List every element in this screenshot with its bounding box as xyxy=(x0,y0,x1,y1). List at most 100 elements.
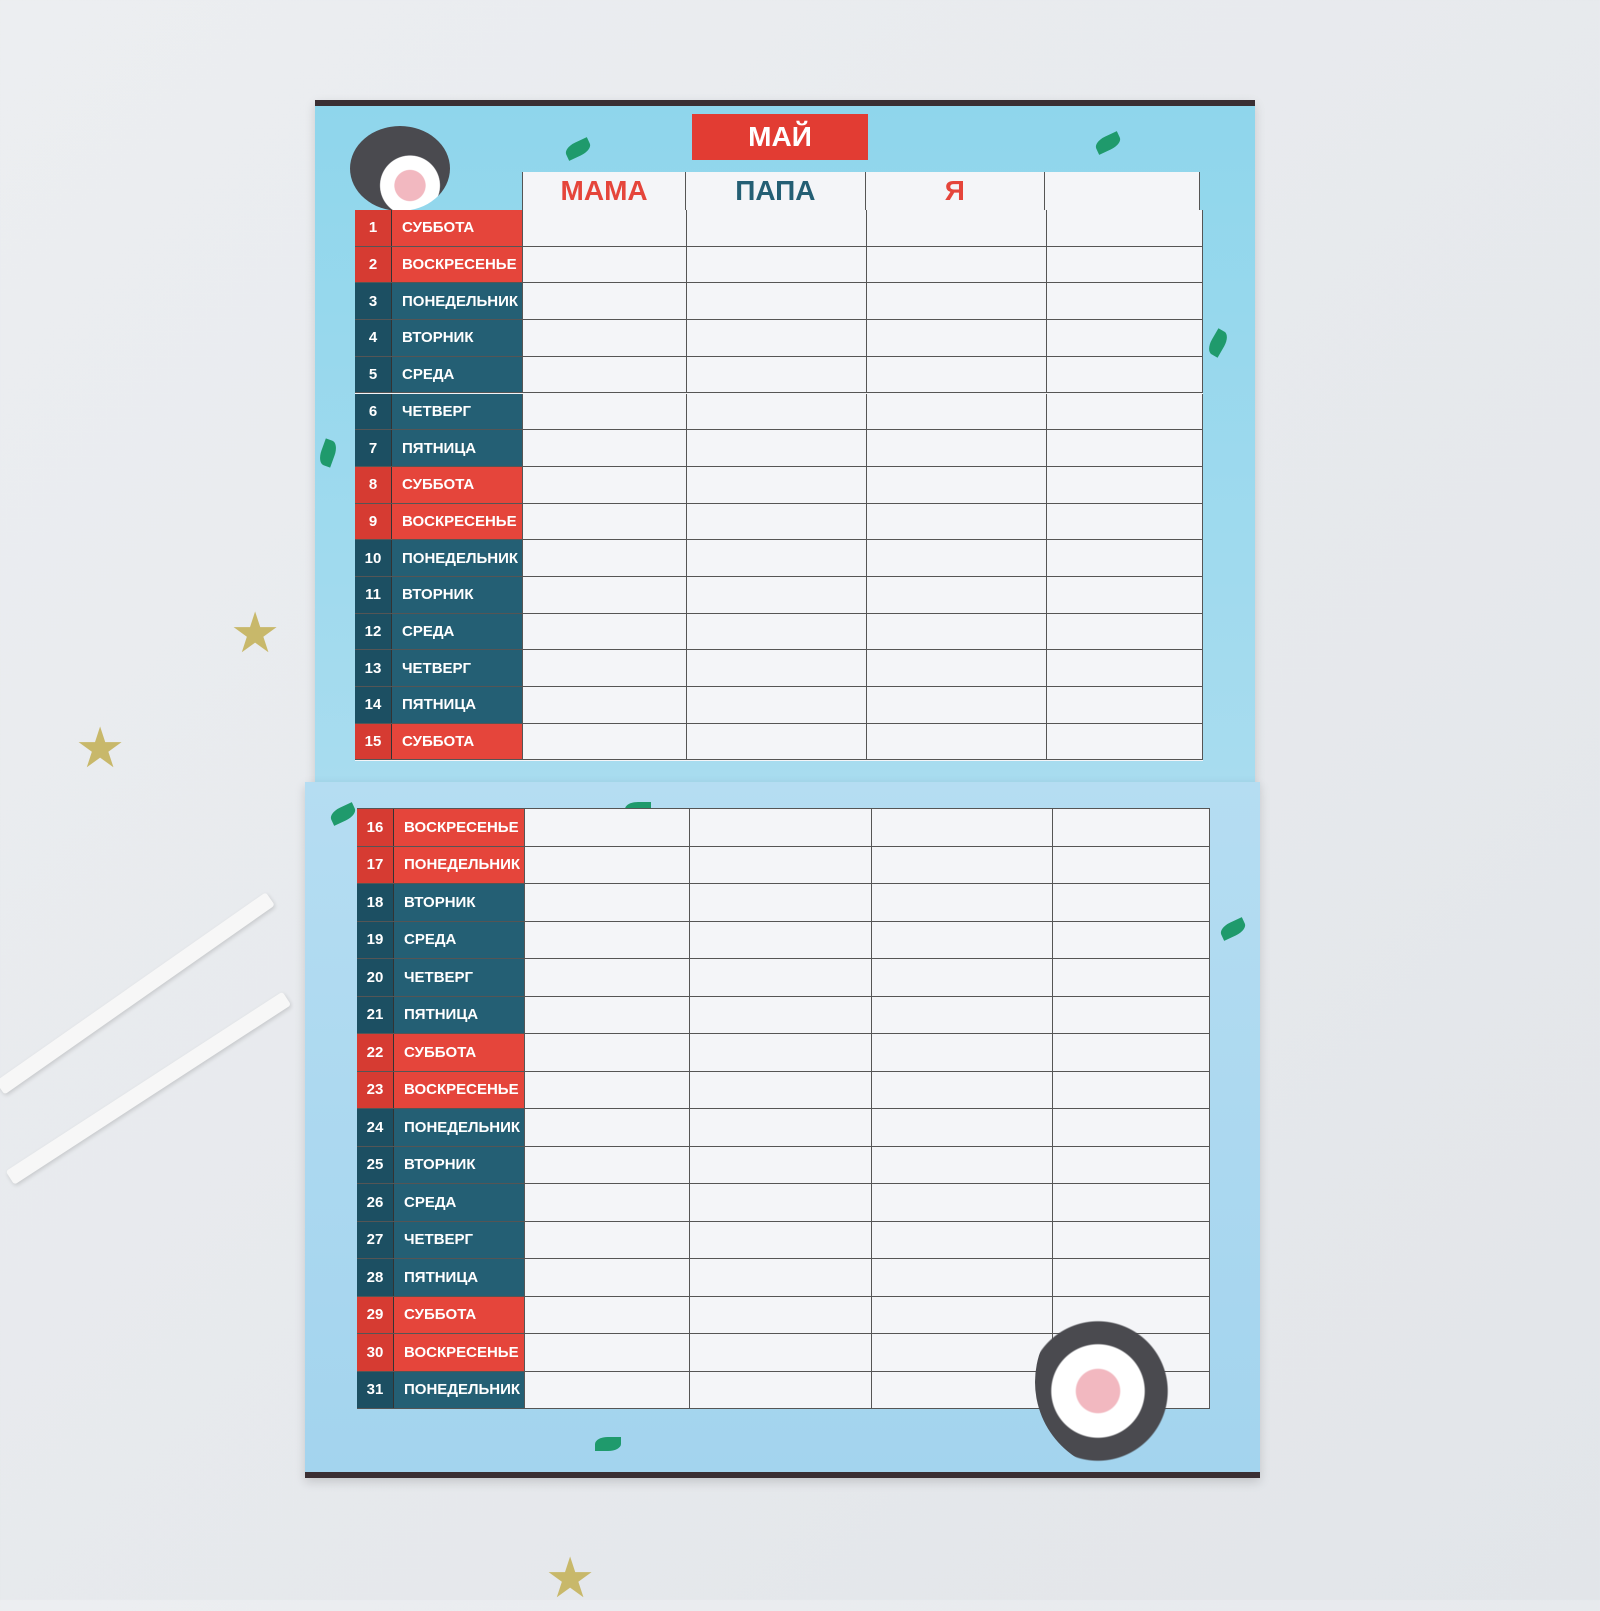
entry-cell-extra[interactable] xyxy=(1046,687,1204,723)
entry-cell-mama[interactable] xyxy=(524,996,690,1033)
entry-cell-papa[interactable] xyxy=(689,1184,871,1221)
entry-cell-papa[interactable] xyxy=(685,577,867,613)
entry-cell-extra[interactable] xyxy=(1052,884,1210,921)
entry-cell-ya[interactable] xyxy=(870,959,1053,996)
entry-cell-extra[interactable] xyxy=(1046,356,1204,393)
entry-cell-papa[interactable] xyxy=(689,1109,871,1146)
entry-cell-ya[interactable] xyxy=(866,210,1047,246)
entry-cell-papa[interactable] xyxy=(689,996,871,1033)
entry-cell-papa[interactable] xyxy=(689,846,871,883)
entry-cell-extra[interactable] xyxy=(1046,503,1204,540)
entry-cell-mama[interactable] xyxy=(522,246,686,283)
entry-cell-mama[interactable] xyxy=(522,540,686,576)
entry-cell-mama[interactable] xyxy=(522,210,686,246)
entry-cell-extra[interactable] xyxy=(1052,1146,1210,1183)
entry-cell-extra[interactable] xyxy=(1046,210,1204,246)
entry-cell-extra[interactable] xyxy=(1046,320,1204,356)
entry-cell-extra[interactable] xyxy=(1052,921,1210,958)
entry-cell-mama[interactable] xyxy=(524,884,690,921)
entry-cell-papa[interactable] xyxy=(689,1334,871,1371)
entry-cell-mama[interactable] xyxy=(522,613,686,650)
entry-cell-extra[interactable] xyxy=(1052,809,1210,846)
entry-cell-ya[interactable] xyxy=(866,650,1047,687)
entry-cell-mama[interactable] xyxy=(524,1371,690,1408)
entry-cell-ya[interactable] xyxy=(866,577,1047,613)
entry-cell-papa[interactable] xyxy=(689,884,871,921)
entry-cell-mama[interactable] xyxy=(524,1109,690,1146)
entry-cell-ya[interactable] xyxy=(870,846,1053,883)
entry-cell-extra[interactable] xyxy=(1052,1184,1210,1221)
entry-cell-papa[interactable] xyxy=(685,430,867,466)
entry-cell-ya[interactable] xyxy=(870,1334,1053,1371)
entry-cell-papa[interactable] xyxy=(689,1071,871,1108)
entry-cell-ya[interactable] xyxy=(866,430,1047,466)
entry-cell-ya[interactable] xyxy=(870,809,1053,846)
entry-cell-extra[interactable] xyxy=(1052,996,1210,1033)
entry-cell-papa[interactable] xyxy=(685,650,867,687)
entry-cell-extra[interactable] xyxy=(1046,577,1204,613)
entry-cell-papa[interactable] xyxy=(685,246,867,283)
entry-cell-ya[interactable] xyxy=(866,393,1047,430)
entry-cell-papa[interactable] xyxy=(685,393,867,430)
entry-cell-ya[interactable] xyxy=(870,1221,1053,1258)
entry-cell-mama[interactable] xyxy=(522,283,686,320)
entry-cell-papa[interactable] xyxy=(689,1034,871,1071)
entry-cell-papa[interactable] xyxy=(685,687,867,723)
entry-cell-mama[interactable] xyxy=(524,959,690,996)
entry-cell-extra[interactable] xyxy=(1052,1109,1210,1146)
entry-cell-extra[interactable] xyxy=(1046,393,1204,430)
entry-cell-papa[interactable] xyxy=(689,959,871,996)
entry-cell-papa[interactable] xyxy=(685,356,867,393)
entry-cell-mama[interactable] xyxy=(522,723,686,760)
entry-cell-mama[interactable] xyxy=(524,846,690,883)
entry-cell-ya[interactable] xyxy=(870,884,1053,921)
entry-cell-extra[interactable] xyxy=(1052,1221,1210,1258)
entry-cell-mama[interactable] xyxy=(524,1259,690,1296)
entry-cell-papa[interactable] xyxy=(689,1221,871,1258)
entry-cell-mama[interactable] xyxy=(524,1296,690,1333)
entry-cell-mama[interactable] xyxy=(522,503,686,540)
entry-cell-ya[interactable] xyxy=(866,540,1047,576)
entry-cell-ya[interactable] xyxy=(866,503,1047,540)
entry-cell-mama[interactable] xyxy=(522,356,686,393)
entry-cell-extra[interactable] xyxy=(1046,246,1204,283)
entry-cell-ya[interactable] xyxy=(870,1184,1053,1221)
entry-cell-extra[interactable] xyxy=(1046,466,1204,503)
entry-cell-ya[interactable] xyxy=(870,1146,1053,1183)
entry-cell-extra[interactable] xyxy=(1046,650,1204,687)
entry-cell-papa[interactable] xyxy=(685,723,867,760)
entry-cell-extra[interactable] xyxy=(1046,540,1204,576)
entry-cell-ya[interactable] xyxy=(866,687,1047,723)
entry-cell-papa[interactable] xyxy=(689,921,871,958)
entry-cell-papa[interactable] xyxy=(689,809,871,846)
entry-cell-mama[interactable] xyxy=(522,650,686,687)
entry-cell-papa[interactable] xyxy=(689,1146,871,1183)
entry-cell-ya[interactable] xyxy=(866,246,1047,283)
entry-cell-papa[interactable] xyxy=(689,1371,871,1408)
entry-cell-papa[interactable] xyxy=(685,283,867,320)
entry-cell-mama[interactable] xyxy=(524,1146,690,1183)
entry-cell-mama[interactable] xyxy=(524,809,690,846)
entry-cell-ya[interactable] xyxy=(870,921,1053,958)
entry-cell-ya[interactable] xyxy=(870,1109,1053,1146)
entry-cell-ya[interactable] xyxy=(870,996,1053,1033)
entry-cell-ya[interactable] xyxy=(870,1371,1053,1408)
entry-cell-mama[interactable] xyxy=(524,921,690,958)
entry-cell-mama[interactable] xyxy=(524,1221,690,1258)
entry-cell-papa[interactable] xyxy=(689,1296,871,1333)
entry-cell-extra[interactable] xyxy=(1052,846,1210,883)
entry-cell-papa[interactable] xyxy=(685,540,867,576)
entry-cell-papa[interactable] xyxy=(685,613,867,650)
entry-cell-extra[interactable] xyxy=(1052,1034,1210,1071)
entry-cell-ya[interactable] xyxy=(870,1259,1053,1296)
entry-cell-mama[interactable] xyxy=(522,577,686,613)
entry-cell-mama[interactable] xyxy=(522,320,686,356)
entry-cell-ya[interactable] xyxy=(870,1296,1053,1333)
entry-cell-mama[interactable] xyxy=(522,466,686,503)
entry-cell-papa[interactable] xyxy=(685,210,867,246)
entry-cell-papa[interactable] xyxy=(689,1259,871,1296)
entry-cell-ya[interactable] xyxy=(866,466,1047,503)
entry-cell-mama[interactable] xyxy=(524,1071,690,1108)
entry-cell-papa[interactable] xyxy=(685,466,867,503)
entry-cell-ya[interactable] xyxy=(866,283,1047,320)
